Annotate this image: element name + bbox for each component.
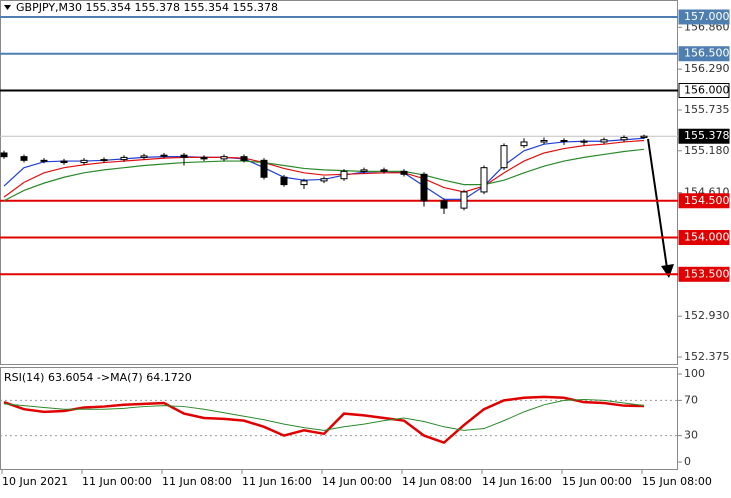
level-label: 154.000 (684, 231, 730, 244)
candle-body (260, 159, 268, 178)
level-label-bg (678, 230, 730, 246)
level-label-bg (678, 82, 730, 98)
arrow-shaft (647, 138, 668, 269)
level-label: 157.000 (684, 10, 730, 23)
rsi-frame (0, 367, 678, 470)
level-label: 153.500 (684, 267, 730, 280)
line (3, 137, 645, 200)
candle-body (400, 170, 408, 175)
x-tick-label: 15 Jun 00:00 (562, 475, 632, 488)
candle-body (440, 200, 448, 209)
candle-body (280, 176, 288, 186)
candle-body (460, 191, 468, 209)
y-tick-label: 30 (684, 429, 698, 442)
y-tick-label: 100 (684, 367, 705, 380)
x-tick-label: 14 Jun 00:00 (322, 475, 392, 488)
x-tick-label: 11 Jun 16:00 (242, 475, 312, 488)
symbol-info: GBPJPY,M30 155.354 155.378 155.354 155.3… (16, 1, 278, 14)
candle-body (240, 156, 248, 161)
candle-body (100, 159, 108, 162)
candle-body (120, 156, 128, 161)
level-label-bg (678, 9, 730, 25)
level-label-bg (678, 193, 730, 209)
candle-body (220, 156, 228, 160)
line (3, 395, 645, 445)
x-tick-label: 11 Jun 08:00 (162, 475, 232, 488)
line (3, 139, 645, 198)
candle-body (320, 178, 328, 182)
dropdown-icon (4, 5, 11, 10)
line (3, 148, 645, 202)
level-label: 156.500 (684, 47, 730, 60)
candle-body (40, 159, 48, 162)
candle-body (520, 141, 528, 147)
level-label-bg (678, 46, 730, 62)
x-tick-label: 15 Jun 08:00 (642, 475, 712, 488)
candle-body (360, 169, 368, 172)
y-tick-label: 155.735 (684, 103, 730, 116)
x-tick-label: 11 Jun 00:00 (82, 475, 152, 488)
candle-body (80, 159, 88, 164)
candle-body (420, 173, 428, 202)
x-tick-label: 14 Jun 16:00 (482, 475, 552, 488)
candle-body (160, 154, 168, 157)
line (3, 399, 645, 431)
candle-body (180, 154, 188, 158)
y-tick-label: 155.180 (684, 144, 730, 157)
candle-body (480, 167, 488, 193)
rsi-title: RSI(14) 63.6054 ->MA(7) 64.1720 (4, 371, 192, 384)
level-label-bg (678, 266, 730, 282)
candle-body (620, 137, 628, 141)
candle-body (0, 152, 8, 158)
level-label: 155.378 (684, 129, 730, 142)
y-tick-label: 152.375 (684, 350, 730, 363)
y-tick-label: 70 (684, 393, 698, 406)
candle-body (60, 160, 68, 164)
candle-body (340, 170, 348, 180)
candle-body (380, 169, 388, 172)
candle-body (200, 156, 208, 160)
candle-body (300, 180, 308, 186)
level-label: 156.000 (684, 83, 730, 96)
main-frame (0, 0, 678, 365)
y-tick-label: 156.290 (684, 62, 730, 75)
x-tick-label: 10 Jun 2021 (2, 475, 68, 488)
level-label-bg (678, 128, 730, 144)
candle-body (640, 135, 648, 139)
y-tick-label: 0 (684, 455, 691, 468)
candle-body (500, 145, 508, 169)
candle-body (20, 156, 28, 161)
arrow-head (661, 264, 674, 278)
candle-body (580, 140, 588, 143)
candle-body (140, 155, 148, 158)
y-tick-label: 152.930 (684, 309, 730, 322)
candle-body (560, 139, 568, 142)
candle-body (600, 139, 608, 143)
level-label: 154.500 (684, 194, 730, 207)
candle-body (540, 139, 548, 143)
x-tick-label: 14 Jun 08:00 (402, 475, 472, 488)
